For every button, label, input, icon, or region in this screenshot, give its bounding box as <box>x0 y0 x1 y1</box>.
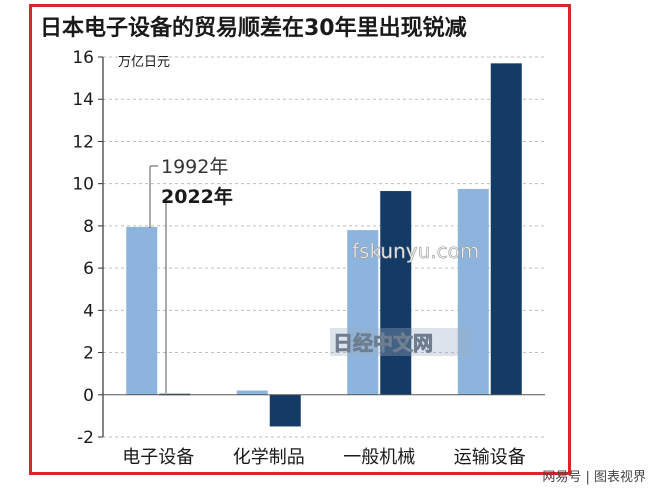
legend-label-2022: 2022年 <box>161 185 233 208</box>
watermark-badge-bg <box>330 328 472 356</box>
y-tick-label: 0 <box>83 386 94 406</box>
bar-2022-3 <box>490 63 522 395</box>
legend: 1992年 2022年 <box>149 156 233 393</box>
y-tick-label: 10 <box>72 175 94 195</box>
x-category-label: 运输设备 <box>454 447 526 468</box>
bar-1992-0 <box>126 226 158 395</box>
y-tick-label: 2 <box>83 344 94 364</box>
y-tick-label: 12 <box>72 132 94 152</box>
bar-1992-3 <box>457 188 489 395</box>
y-tick-label: 4 <box>83 301 94 321</box>
source-credit: 网易号 | 图表视界 <box>542 470 646 485</box>
legend-label-1992: 1992年 <box>161 156 228 178</box>
x-category-label: 一般机械 <box>343 447 415 468</box>
unit-label: 万亿日元 <box>118 55 170 70</box>
x-category-label: 化学制品 <box>233 447 305 468</box>
axis-layer: 万亿日元 -2 0 2 4 6 8 10 12 14 16 电子设备 化学制品 一般机械 运输设备 <box>72 48 545 468</box>
bar-1992-1 <box>236 390 268 395</box>
x-category-label: 电子设备 <box>122 447 194 468</box>
watermark-layer: fskunyu.com 日经中文网 <box>330 239 480 356</box>
bar-2022-2 <box>380 191 412 395</box>
y-tick-label: -2 <box>77 428 94 448</box>
y-tick-label: 8 <box>83 217 94 237</box>
y-tick-label: 16 <box>72 48 94 68</box>
bar-2022-1 <box>269 394 301 427</box>
y-tick-label: 14 <box>72 90 94 110</box>
bar-layer <box>126 63 522 427</box>
bar-1992-2 <box>347 230 379 395</box>
watermark-nikkei: 日经中文网 <box>333 331 433 355</box>
chart-title: 日本电子设备的贸易顺差在30年里出现锐减 <box>40 16 467 41</box>
y-tick-label: 6 <box>83 259 94 279</box>
watermark-url: fskunyu.com <box>352 239 479 263</box>
